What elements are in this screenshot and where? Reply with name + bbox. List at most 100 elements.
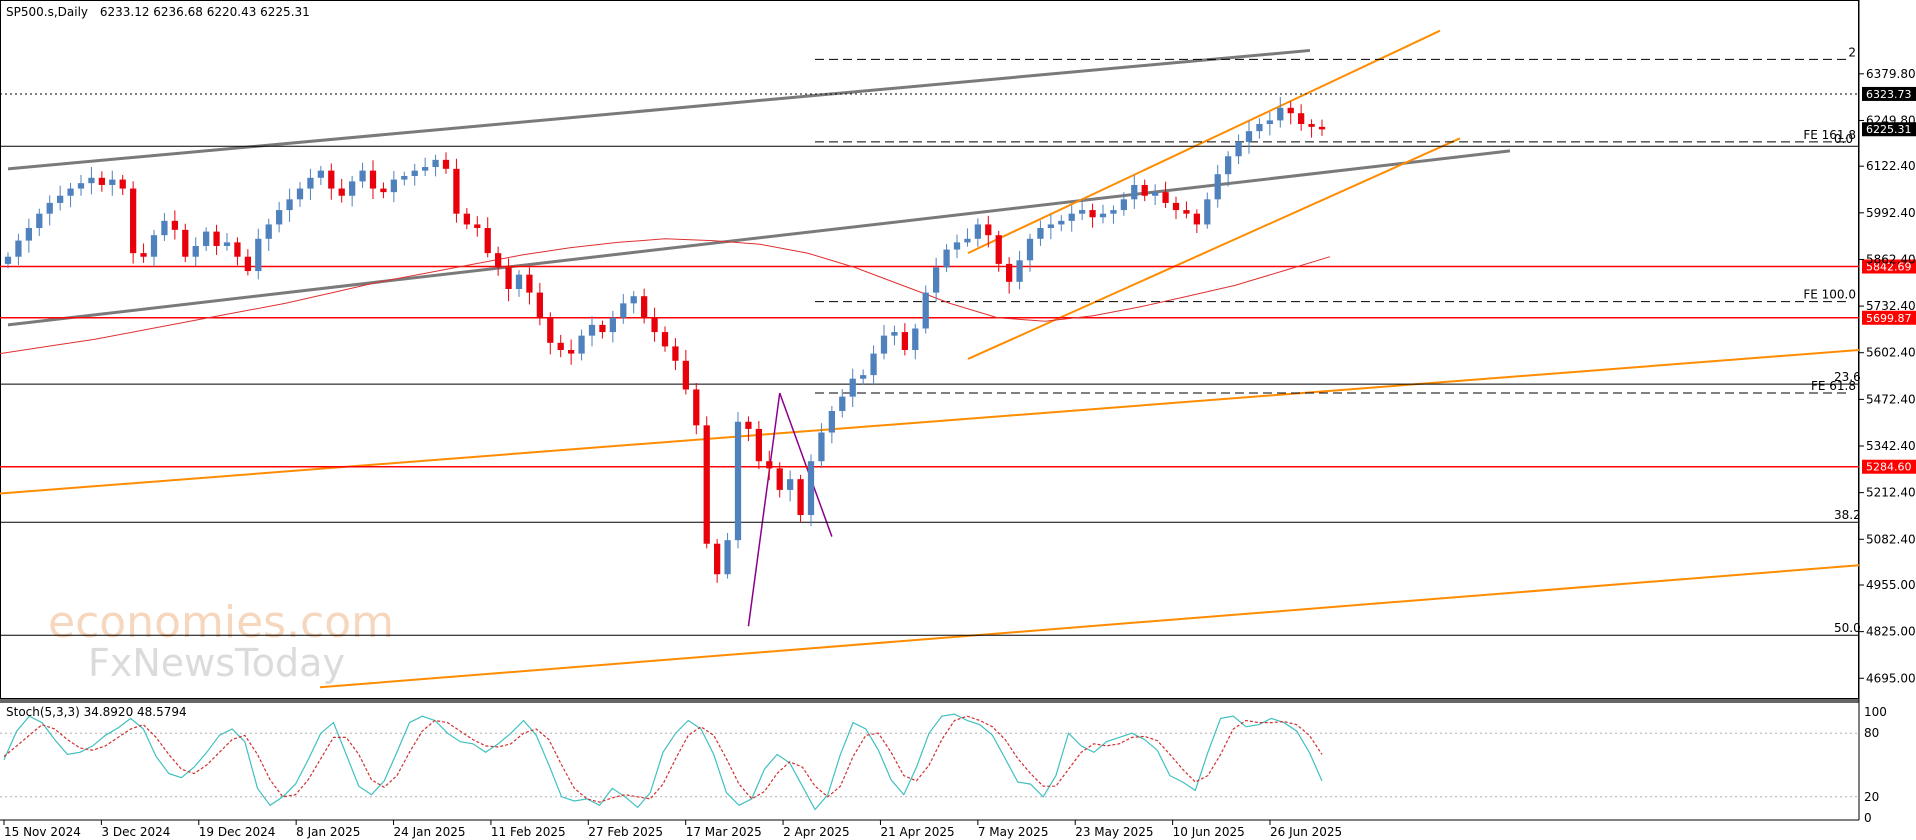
- candle-body-55: [578, 335, 585, 354]
- fib-label-0: 0.0: [1834, 132, 1853, 146]
- candle-body-67: [703, 425, 710, 544]
- candle-body-12: [130, 188, 137, 254]
- y-tick-label-12: 4825.00: [1866, 625, 1916, 639]
- candle-body-74: [776, 468, 783, 490]
- symbol-name: SP500.s,Daily: [6, 5, 88, 19]
- candle-body-11: [119, 179, 126, 189]
- candle-body-69: [724, 540, 731, 575]
- x-tick-label-0: 15 Nov 2024: [4, 825, 81, 839]
- candle-body-119: [1245, 131, 1253, 142]
- candle-body-31: [328, 170, 335, 189]
- ma-line: [0, 238, 1331, 355]
- candle-body-47: [495, 253, 502, 268]
- y-tick-label-3: 5992.40: [1866, 206, 1916, 220]
- candle-body-79: [828, 410, 835, 433]
- candle-body-3: [36, 213, 43, 229]
- orange-wide-channel-upper: [0, 349, 1860, 495]
- candle-body-30: [317, 170, 324, 178]
- fib-label-3: 50.0: [1834, 621, 1861, 635]
- candle-body-29: [307, 177, 314, 189]
- candle-body-75: [787, 479, 794, 490]
- candle-body-25: [265, 224, 272, 239]
- candle-body-56: [588, 324, 596, 336]
- candle-body-63: [661, 332, 669, 347]
- candle-body-66: [693, 389, 700, 426]
- fe-label-2: FE 100.0: [1803, 288, 1856, 302]
- candle-body-117: [1225, 156, 1232, 175]
- y-tick-label-6: 5602.40: [1866, 346, 1916, 360]
- y-tick-label-9: 5212.40: [1866, 486, 1916, 500]
- candle-body-1: [15, 240, 22, 257]
- candle-body-36: [380, 188, 387, 193]
- candle-body-93: [974, 224, 981, 239]
- candle-body-86: [901, 332, 908, 350]
- candle-body-81: [849, 378, 856, 397]
- candle-body-125: [1308, 123, 1315, 127]
- candle-body-83: [870, 353, 877, 376]
- candle-body-98: [1026, 238, 1034, 261]
- orange-wide-channel-lower: [319, 564, 1860, 689]
- candle-body-28: [296, 188, 304, 200]
- candle-body-92: [964, 238, 971, 243]
- hline-price-label-1: 5842.69: [1866, 261, 1912, 274]
- candle-body-15: [161, 220, 168, 236]
- candle-body-34: [359, 170, 366, 182]
- grey-channel-upper: [7, 48, 1311, 171]
- main-pane-frame: [0, 0, 1859, 699]
- candle-body-99: [1037, 228, 1044, 239]
- price-axis: 6379.80 6249.80 6122.40 5992.40 5862.40 5732.…: [1859, 67, 1916, 685]
- trendline-layer: [0, 29, 1860, 689]
- candle-body-49: [515, 274, 523, 290]
- y-tick-label-8: 5342.40: [1866, 439, 1916, 453]
- x-tick-label-6: 27 Feb 2025: [588, 825, 663, 839]
- candle-body-21: [223, 242, 231, 246]
- x-tick-label-8: 2 Apr 2025: [783, 825, 850, 839]
- stoch-title: Stoch(5,3,3) 34.8920 48.5794: [6, 705, 187, 719]
- fib-label-1: 23.6: [1834, 370, 1861, 384]
- candle-body-50: [526, 274, 533, 293]
- x-tick-label-12: 10 Jun 2025: [1173, 825, 1245, 839]
- candle-body-65: [682, 360, 689, 390]
- grey-channel-lower: [7, 149, 1511, 327]
- x-tick-label-1: 3 Dec 2024: [101, 825, 170, 839]
- hline-price-label-0: 6323.73: [1866, 88, 1912, 101]
- stoch-series-main: [3, 713, 1323, 811]
- candle-body-116: [1214, 174, 1221, 200]
- candle-body-102: [1068, 213, 1075, 221]
- stoch-tick-label-1: 80: [1864, 726, 1879, 740]
- candle-body-8: [88, 177, 95, 184]
- candle-body-109: [1141, 184, 1148, 196]
- y-tick-label-13: 4695.00: [1866, 671, 1916, 685]
- candle-body-23: [244, 256, 251, 272]
- candle-body-104: [1089, 210, 1096, 218]
- candle-body-40: [422, 167, 429, 171]
- candle-body-80: [839, 396, 846, 411]
- candle-body-44: [463, 213, 470, 225]
- y-tick-label-7: 5472.40: [1866, 392, 1916, 406]
- candle-body-96: [1006, 263, 1013, 282]
- candles-layer: 6225.31: [4, 97, 1916, 583]
- date-axis: 15 Nov 2024 3 Dec 2024 19 Dec 2024 8 Jan 20…: [3, 820, 1342, 839]
- y-tick-label-11: 4955.00: [1866, 578, 1916, 592]
- fe-label-3: FE 61.8: [1811, 379, 1856, 393]
- candle-body-48: [505, 267, 512, 290]
- y-tick-label-10: 5082.40: [1866, 532, 1916, 546]
- candle-body-33: [349, 181, 356, 196]
- fib-label-2: 38.2: [1834, 508, 1861, 522]
- x-tick-label-2: 19 Dec 2024: [199, 825, 276, 839]
- watermark-sub: FxNewsToday: [88, 641, 345, 685]
- hline-price-tag-1: [1862, 259, 1916, 274]
- candle-body-122: [1277, 107, 1284, 121]
- candle-body-64: [672, 346, 679, 361]
- candle-body-73: [766, 461, 773, 469]
- stoch-tick-label-0: 100: [1864, 705, 1887, 719]
- ohlc-values: 6233.12 6236.68 6220.43 6225.31: [100, 5, 310, 19]
- candle-body-121: [1266, 120, 1273, 124]
- candle-body-90: [943, 249, 950, 268]
- hline-price-tag-2: [1862, 310, 1916, 325]
- x-tick-label-9: 21 Apr 2025: [880, 825, 954, 839]
- candle-body-52: [547, 317, 554, 343]
- candle-body-103: [1079, 210, 1086, 214]
